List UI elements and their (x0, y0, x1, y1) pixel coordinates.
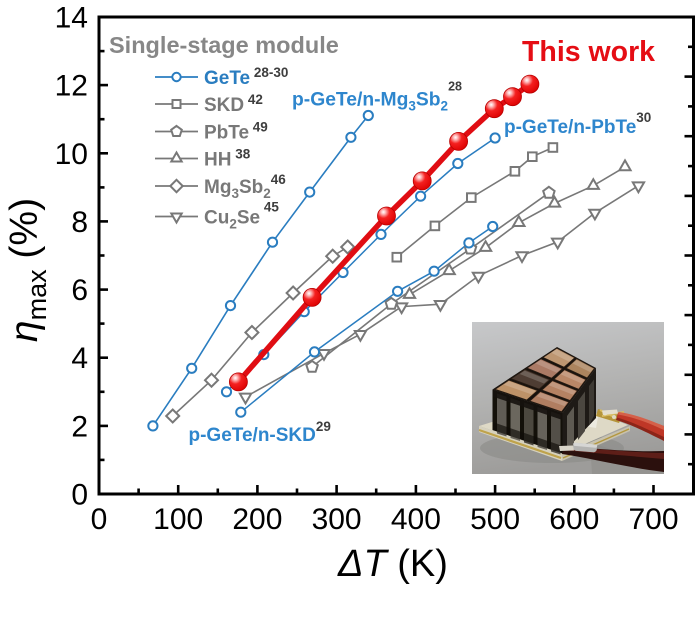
svg-text:ηmax (%): ηmax (%) (3, 198, 52, 342)
svg-text:600: 600 (549, 503, 599, 536)
svg-text:500: 500 (470, 503, 520, 536)
svg-text:4: 4 (71, 342, 88, 375)
svg-text:12: 12 (55, 70, 88, 103)
svg-text:0: 0 (71, 479, 88, 512)
svg-text:2: 2 (71, 410, 88, 443)
svg-text:400: 400 (391, 503, 441, 536)
svg-text:Single-stage module: Single-stage module (109, 32, 339, 58)
svg-text:10: 10 (55, 138, 88, 171)
svg-text:ΔT (K): ΔT (K) (337, 543, 448, 585)
svg-text:14: 14 (55, 2, 88, 35)
svg-text:200: 200 (232, 503, 282, 536)
svg-text:300: 300 (312, 503, 362, 536)
svg-text:8: 8 (71, 206, 88, 239)
svg-text:6: 6 (71, 274, 88, 307)
svg-text:GeTe 28-30: GeTe 28-30 (204, 65, 288, 89)
svg-text:100: 100 (153, 503, 203, 536)
svg-text:0: 0 (91, 503, 108, 536)
svg-text:This work: This work (522, 36, 655, 68)
svg-text:700: 700 (628, 503, 678, 536)
